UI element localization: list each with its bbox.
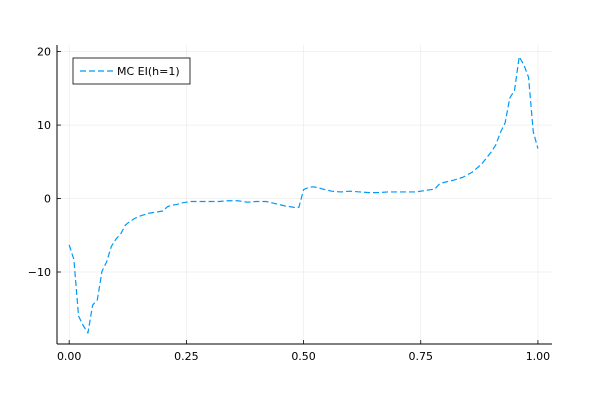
- legend: MC EI(h=1): [72, 57, 191, 85]
- y-tick-label-1: 0: [44, 193, 51, 206]
- y-tick-label-3: 20: [37, 46, 51, 59]
- x-tick-label-1: 0.25: [174, 350, 199, 363]
- axes: [56, 45, 552, 345]
- y-tick-label-0: −10: [28, 266, 51, 279]
- x-tick-label-0: 0.00: [57, 350, 82, 363]
- legend-label-0: MC EI(h=1): [117, 65, 180, 78]
- x-tick-label-4: 1.00: [526, 350, 551, 363]
- grid: [57, 45, 552, 344]
- series-lines: [68, 56, 539, 334]
- tick-labels: 0.00 0.25 0.50 0.75 1.00 −10 0 10 20: [28, 46, 550, 363]
- x-tick-label-2: 0.50: [291, 350, 316, 363]
- y-tick-label-2: 10: [37, 119, 51, 132]
- x-tick-label-3: 0.75: [409, 350, 434, 363]
- series-line-0: [68, 56, 539, 334]
